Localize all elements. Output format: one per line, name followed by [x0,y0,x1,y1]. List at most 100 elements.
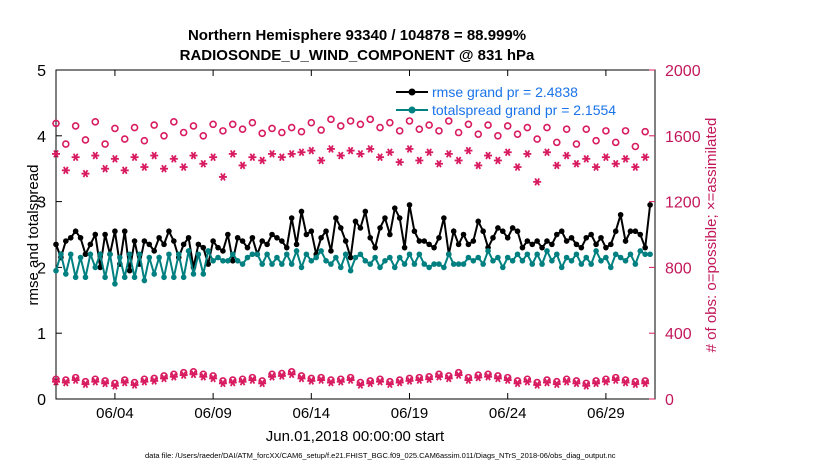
obs-assimilated-point [425,148,434,157]
obs-assimilated-point [258,379,267,388]
rmse-point [367,234,374,241]
spread-point [524,251,531,258]
rmse-point [215,244,221,251]
obs-assimilated-point [376,377,385,386]
obs-assimilated-point [415,156,424,165]
obs-assimilated-point [238,161,247,170]
rmse-point [588,231,594,238]
rmse-point [146,241,153,248]
obs-possible-point [120,135,129,143]
obs-assimilated-point [209,153,218,162]
obs-assimilated-point [238,377,247,386]
obs-assimilated-point [101,164,110,173]
y-right-tick-label: 400 [665,326,692,343]
spread-point [406,251,413,258]
spread-point [175,251,182,258]
rmse-point [455,241,462,248]
obs-assimilated-point [130,153,139,162]
obs-assimilated-point [474,161,483,170]
spread-point [126,251,133,258]
spread-point [608,264,614,271]
obs-possible-point [278,128,286,137]
obs-assimilated-point [552,161,561,170]
rmse-point [97,264,103,271]
obs-possible-point [150,121,158,129]
obs-assimilated-point [592,163,601,171]
spread-point [97,251,103,258]
obs-assimilated-point [621,378,630,387]
obs-possible-point [179,128,188,137]
spread-point [166,251,172,258]
obs-assimilated-point [228,378,237,387]
spread-point [117,254,123,261]
spread-point [298,264,305,271]
obs-assimilated-point [376,153,385,162]
obs-assimilated-point [169,372,178,381]
obs-assimilated-point [542,148,551,157]
y-axis-right-label: # of obs: o=possible; ×=assimilated [703,118,720,353]
spread-point [382,258,388,264]
obs-possible-point [405,117,414,125]
obs-assimilated-point [474,373,483,382]
spread-point [121,274,128,281]
obs-assimilated-point [562,151,571,160]
obs-possible-point [503,122,512,130]
obs-assimilated-point [533,177,542,186]
spread-point [401,261,408,267]
obs-assimilated-point [160,374,169,383]
obs-possible-point [160,132,168,140]
rmse-point [156,234,162,241]
legend: rmse grand pr = 2.4838 totalspread grand… [396,84,616,118]
obs-possible-point [71,122,80,130]
spread-point [529,261,536,267]
spread-point [53,267,59,274]
x-axis-label: Jun.01,2018 00:00:00 start [266,428,445,445]
plot-frame [55,69,656,400]
spread-point [141,277,148,284]
obs-possible-point [366,115,375,124]
rmse-point [617,211,624,218]
x-tick-label: 06/29 [587,405,625,422]
y-axis-right: 0 400 800 1200 1600 2000 [649,63,701,409]
obs-possible-point [199,132,208,140]
spread-point [102,274,108,281]
obs-assimilated-point [248,376,257,384]
rmse-point [558,228,565,235]
obs-possible-point [435,127,443,135]
chart-title-line-1: Northern Hemisphere 93340 / 104878 = 88.… [188,27,526,44]
spread-point [288,261,295,267]
spread-point [499,264,506,271]
obs-possible-point [327,115,335,124]
spread-point [347,267,354,274]
obs-assimilated-point [258,156,267,165]
rmse-point [622,238,629,244]
obs-assimilated-point [110,154,119,163]
rmse-point [205,261,212,267]
obs-possible-point [523,123,532,132]
obs-possible-point [111,124,119,133]
spread-point [588,261,594,267]
obs-assimilated-point [52,377,60,386]
obs-assimilated-point [405,376,414,385]
rmse-point [229,258,236,264]
rmse-point [333,215,339,221]
rmse-point [112,228,118,235]
obs-assimilated-point [81,380,90,389]
obs-assimilated-point [542,378,551,387]
obs-assimilated-point [621,154,630,163]
obs-assimilated-point [120,166,129,175]
obs-assimilated-point [523,149,532,158]
spread-point [264,251,270,258]
chart-title-line-2: RADIOSONDE_U_WIND_COMPONENT @ 831 hPa [180,47,535,64]
y-left-tick-label: 0 [37,392,46,409]
obs-assimilated-point [454,371,463,380]
y-axis-left-label: rmse and totalspread [25,165,42,306]
spread-point [220,258,226,264]
rmse-point [180,241,187,248]
obs-possible-point [553,138,561,147]
rmse-point [632,228,639,235]
rmse-point [92,231,99,238]
spread-point [534,251,540,258]
obs-possible-point [307,118,316,127]
spread-point [254,251,261,258]
